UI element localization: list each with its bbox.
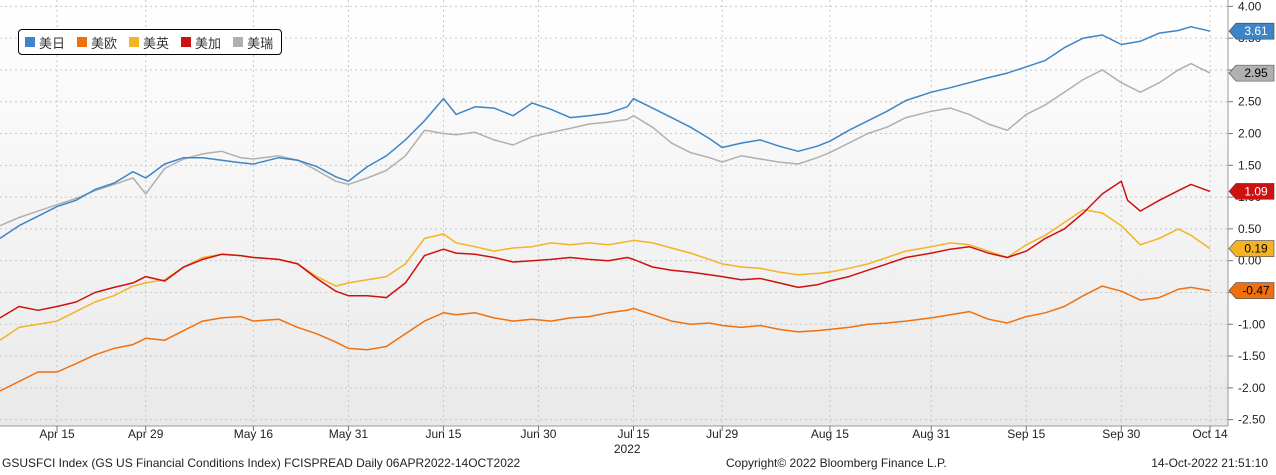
grid <box>0 0 1228 426</box>
y-tick-label: 2.00 <box>1238 127 1262 141</box>
x-tick-label: Aug 15 <box>811 427 849 441</box>
last-value-tag: 3.61 <box>1228 22 1275 40</box>
y-tick-label: 4.00 <box>1238 0 1262 13</box>
x-tick-label: Apr 29 <box>128 427 164 441</box>
last-value-text: -0.47 <box>1242 284 1270 298</box>
legend-swatch <box>181 37 192 47</box>
y-tick-label: 0.50 <box>1238 222 1262 236</box>
x-tick-label: Jun 30 <box>520 427 556 441</box>
plot-background <box>0 0 1228 426</box>
x-year-label: 2022 <box>614 442 641 456</box>
legend-swatch <box>77 37 88 47</box>
legend-item: 美日 <box>25 33 65 52</box>
x-tick-label: Sep 30 <box>1102 427 1140 441</box>
series-lines <box>0 25 1211 392</box>
legend-item: 美欧 <box>77 33 117 52</box>
y-tick-label: 1.50 <box>1238 158 1262 172</box>
y-axis: 4.003.503.002.502.001.501.000.500.00-0.5… <box>1228 0 1266 427</box>
legend-label: 美欧 <box>91 35 118 51</box>
chart-svg: 4.003.503.002.502.001.501.000.500.00-0.5… <box>0 0 1275 456</box>
last-value-tag: 2.95 <box>1228 64 1275 82</box>
legend-item: 美瑞 <box>233 33 273 52</box>
y-tick-label: 0.00 <box>1238 254 1262 268</box>
x-axis: Apr 15 Apr 29 May 16 May 31 Jun 15 Jun 30 Jul … <box>39 426 1228 456</box>
last-value-labels: 3.61 -0.47 0.19 1.09 2.95 <box>1228 22 1275 299</box>
y-tick-label: 2.50 <box>1238 95 1262 109</box>
legend-label: 美加 <box>195 35 222 51</box>
x-tick-label: Jun 15 <box>425 427 461 441</box>
y-tick-label: -1.50 <box>1238 349 1266 363</box>
legend: 美日 美欧 美英 美加 美瑞 <box>18 29 283 55</box>
series-line <box>0 62 1211 227</box>
x-tick-label: Apr 15 <box>39 427 75 441</box>
y-tick-label: -1.00 <box>1238 317 1266 331</box>
x-tick-label: May 16 <box>234 427 274 441</box>
legend-swatch <box>233 37 244 47</box>
last-value-text: 1.09 <box>1244 184 1268 198</box>
legend-label: 美英 <box>143 35 170 51</box>
legend-label: 美瑞 <box>247 35 274 51</box>
series-line <box>0 25 1211 240</box>
footer-copyright: Copyright© 2022 Bloomberg Finance L.P. <box>726 456 947 470</box>
x-tick-label: Jul 15 <box>617 427 649 441</box>
x-tick-label: May 31 <box>329 427 369 441</box>
x-tick-label: Oct 14 <box>1192 427 1228 441</box>
series-line <box>0 180 1211 319</box>
last-value-text: 2.95 <box>1244 66 1268 80</box>
x-tick-label: Sep 15 <box>1007 427 1045 441</box>
legend-item: 美英 <box>129 33 169 52</box>
legend-item: 美加 <box>181 33 221 52</box>
legend-swatch <box>25 37 35 47</box>
last-value-tag: -0.47 <box>1228 282 1275 299</box>
footer-timestamp: 14-Oct-2022 21:51:10 <box>1151 456 1268 470</box>
last-value-text: 0.19 <box>1244 242 1268 256</box>
last-value-tag: 0.19 <box>1228 240 1275 257</box>
y-tick-label: -2.00 <box>1238 381 1266 395</box>
x-tick-label: Jul 29 <box>706 427 738 441</box>
last-value-tag: 1.09 <box>1228 183 1275 200</box>
legend-swatch <box>129 37 140 47</box>
x-tick-label: Aug 31 <box>912 427 950 441</box>
legend-label: 美日 <box>39 35 66 51</box>
y-tick-label: -2.50 <box>1238 413 1266 427</box>
last-value-text: 3.61 <box>1244 24 1268 38</box>
series-line <box>0 285 1211 392</box>
footer-index-info: GSUSFCI Index (GS US Financial Condition… <box>2 456 521 470</box>
